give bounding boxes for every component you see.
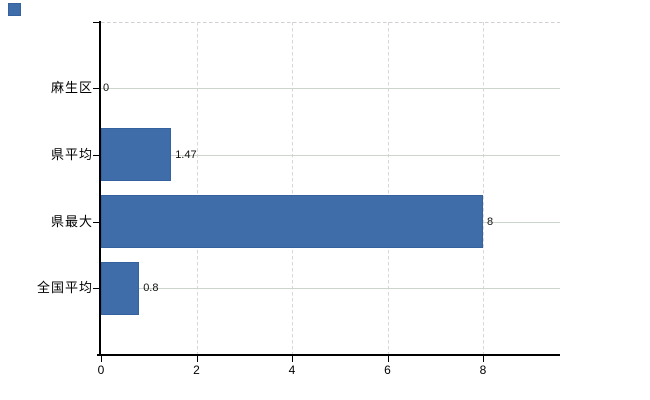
x-axis-tick <box>292 356 293 362</box>
value-label: 0.8 <box>143 282 159 295</box>
y-axis-tick <box>93 88 100 90</box>
v-gridline <box>387 22 389 354</box>
category-label: 全国平均 <box>36 280 93 296</box>
plot-top-border <box>101 22 560 23</box>
x-axis-tick <box>196 356 198 362</box>
category-label: 県平均 <box>50 146 93 162</box>
x-tick-label: 8 <box>479 363 487 377</box>
value-label: 0 <box>103 82 110 95</box>
x-tick-label: 4 <box>288 363 296 377</box>
h-gridline <box>101 154 560 156</box>
h-gridline <box>101 88 560 90</box>
value-label: 8 <box>487 215 494 228</box>
v-gridline <box>483 22 484 354</box>
x-tick-label: 6 <box>384 363 391 377</box>
bar <box>101 128 172 182</box>
x-tick-label: 0 <box>97 363 105 377</box>
v-gridline <box>196 22 198 354</box>
y-axis-tick <box>93 154 100 156</box>
bar <box>101 195 483 249</box>
category-label: 県最大 <box>50 213 93 229</box>
bar <box>101 261 140 315</box>
legend-marker-swatch <box>8 3 21 16</box>
x-axis-tick <box>101 356 102 362</box>
h-gridline <box>101 288 560 290</box>
v-gridline <box>292 22 293 354</box>
x-axis-tick <box>483 356 484 362</box>
category-label: 麻生区 <box>50 80 93 96</box>
value-label: 1.47 <box>175 148 197 161</box>
y-axis-tick <box>93 221 100 223</box>
y-axis-line <box>99 21 101 356</box>
y-axis-tick <box>93 288 100 290</box>
x-axis-tick <box>387 356 389 362</box>
x-axis-line <box>97 354 560 356</box>
x-tick-label: 2 <box>193 363 200 377</box>
y-axis-top-tick <box>93 22 100 23</box>
